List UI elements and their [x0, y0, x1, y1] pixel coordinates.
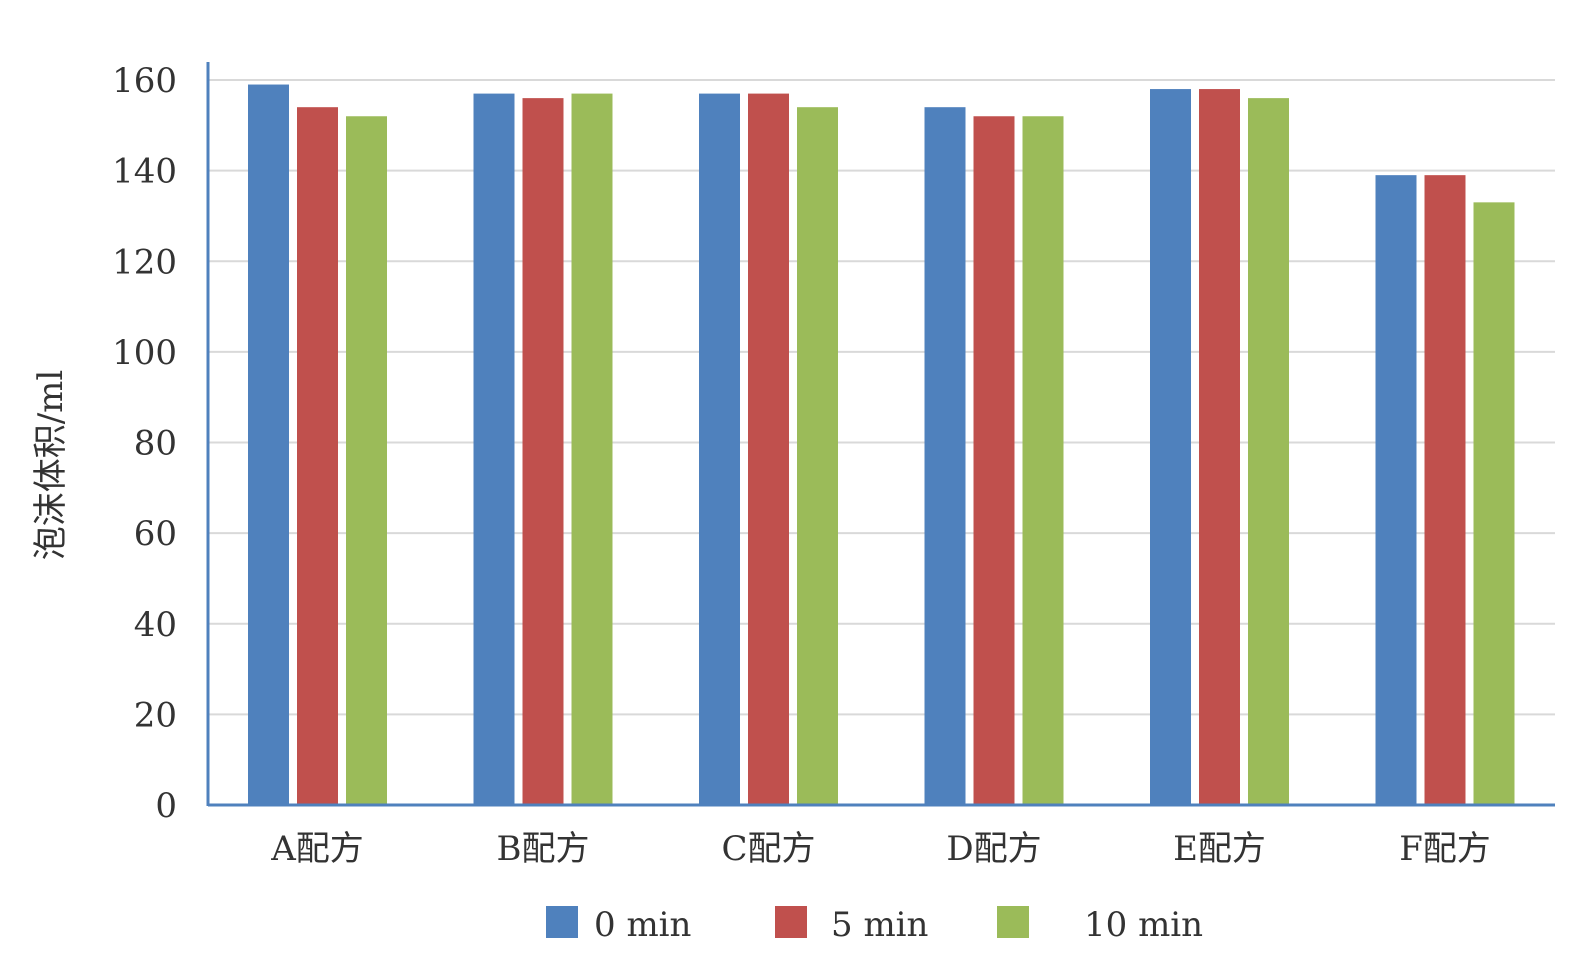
x-tick-label: B配方 [497, 829, 590, 869]
y-axis-label: 泡沫体积/ml [31, 370, 71, 561]
legend-swatch [775, 906, 807, 938]
bar-F配方-10min [1473, 202, 1515, 805]
bar-D配方-5min [973, 116, 1015, 805]
bars [248, 84, 1515, 805]
legend-label: 0 min [594, 905, 691, 945]
bar-A配方-10min [346, 116, 387, 805]
x-tick-label: D配方 [946, 829, 1041, 869]
x-tick-label: F配方 [1399, 829, 1491, 869]
bar-A配方-5min [297, 107, 338, 805]
y-tick-labels: 0 20 40 60 80 100 120 140 160 [112, 61, 177, 826]
bar-B配方-0min [473, 93, 515, 805]
legend: 0 min 5 min 10 min [546, 905, 1203, 945]
legend-swatch [997, 906, 1029, 938]
bar-E配方-10min [1248, 98, 1289, 805]
y-tick-label: 80 [134, 424, 177, 464]
y-tick-label: 120 [112, 242, 177, 282]
bar-A配方-0min [248, 84, 289, 805]
y-tick-label: 20 [134, 695, 177, 735]
bar-F配方-0min [1375, 175, 1417, 805]
bar-E配方-0min [1150, 89, 1191, 805]
bar-F配方-5min [1424, 175, 1466, 805]
legend-label: 5 min [831, 905, 928, 945]
bar-E配方-5min [1199, 89, 1240, 805]
x-tick-label: E配方 [1173, 829, 1266, 869]
y-tick-label: 0 [155, 786, 177, 826]
bar-D配方-0min [924, 107, 966, 805]
bar-D配方-10min [1022, 116, 1064, 805]
x-tick-label: C配方 [721, 829, 815, 869]
bar-C配方-0min [699, 93, 740, 805]
y-tick-label: 40 [134, 605, 177, 645]
y-tick-label: 140 [112, 152, 177, 192]
grid-lines [208, 79, 1555, 716]
axes [206, 62, 1555, 807]
bar-B配方-5min [522, 98, 564, 805]
x-tick-labels: A配方 B配方 C配方 D配方 E配方 F配方 [270, 829, 1491, 869]
x-tick-label: A配方 [270, 829, 364, 869]
bar-B配方-10min [571, 93, 613, 805]
legend-label: 10 min [1084, 905, 1203, 945]
y-tick-label: 160 [112, 61, 177, 101]
y-tick-label: 100 [112, 333, 177, 373]
bar-C配方-10min [797, 107, 838, 805]
y-tick-label: 60 [134, 514, 177, 554]
bar-C配方-5min [748, 93, 789, 805]
legend-swatch [546, 906, 578, 938]
